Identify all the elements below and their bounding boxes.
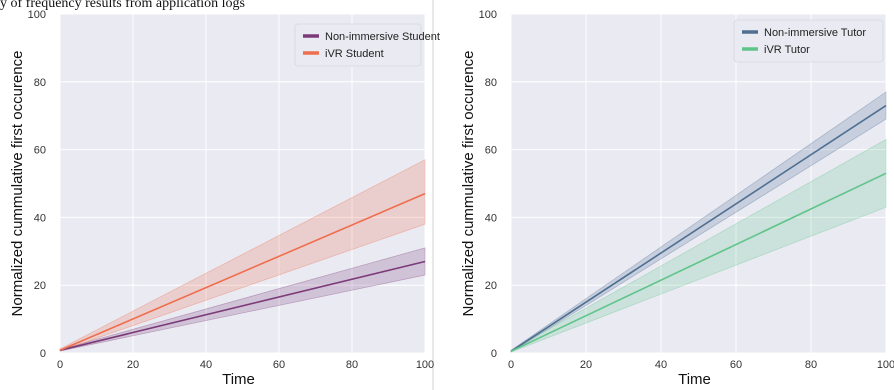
confidence-band-ivr-tutor	[510, 138, 887, 353]
x-tick-label: 0	[57, 359, 63, 371]
confidence-band-non-immersive-tutor	[510, 91, 887, 353]
x-tick-label: 0	[508, 359, 514, 371]
top-strip-text: y of frequency results from application …	[0, 0, 245, 11]
y-tick-label: 80	[34, 77, 46, 89]
x-axis-label: Time	[678, 371, 711, 388]
x-tick-label: 80	[805, 359, 817, 371]
x-tick-label: 60	[730, 359, 742, 371]
x-tick-label: 20	[127, 359, 139, 371]
x-tick-label: 20	[580, 359, 592, 371]
y-tick-label: 80	[485, 77, 497, 89]
y-tick-label: 100	[479, 9, 497, 21]
plot-area	[60, 14, 425, 353]
legend: Non-immersive Tutor iVR Tutor	[733, 19, 884, 63]
legend-label-non-immersive-student: Non-immersive Student	[325, 31, 440, 43]
legend-box	[294, 23, 422, 67]
legend-label-non-immersive-tutor: Non-immersive Tutor	[764, 27, 866, 39]
y-axis-label: Normalized cummulative first occurence	[460, 51, 477, 317]
series-line-ivr-tutor	[510, 172, 887, 353]
y-tick-label: 20	[485, 280, 497, 292]
y-axis-label: Normalized cummulative first occurence	[9, 51, 26, 317]
series-line-non-immersive-student	[59, 260, 426, 352]
legend-label-ivr-student: iVR Student	[325, 48, 384, 60]
chart-student-panel: 0 20 40 60 80 100 0 20 40 60 80 100 Time Normalized c…	[9, 9, 440, 388]
legend-label-ivr-tutor: iVR Tutor	[764, 44, 810, 56]
series-line-non-immersive-tutor	[510, 104, 887, 352]
confidence-band-non-immersive-student	[59, 247, 426, 352]
x-tick-label: 60	[273, 359, 285, 371]
y-tick-label: 40	[485, 212, 497, 224]
y-tick-label: 20	[34, 280, 46, 292]
legend: Non-immersive Student iVR Student	[294, 23, 440, 67]
x-tick-label: 100	[877, 359, 894, 371]
x-tick-label: 100	[416, 359, 434, 371]
y-tick-label: 40	[34, 212, 46, 224]
y-tick-label: 60	[485, 145, 497, 157]
x-tick-label: 40	[200, 359, 212, 371]
x-tick-label: 40	[655, 359, 667, 371]
legend-box	[733, 19, 884, 63]
y-tick-label: 60	[34, 145, 46, 157]
y-tick-label: 0	[491, 348, 497, 360]
chart-tutor-panel: 0 20 40 60 80 100 0 20 40 60 80 100 Time Normalized c…	[460, 9, 894, 388]
y-tick-label: 100	[28, 9, 46, 21]
series-line-ivr-student	[59, 192, 426, 352]
x-tick-label: 80	[346, 359, 358, 371]
x-axis-label: Time	[222, 371, 255, 388]
plot-area	[511, 14, 886, 353]
y-tick-label: 0	[40, 348, 46, 360]
